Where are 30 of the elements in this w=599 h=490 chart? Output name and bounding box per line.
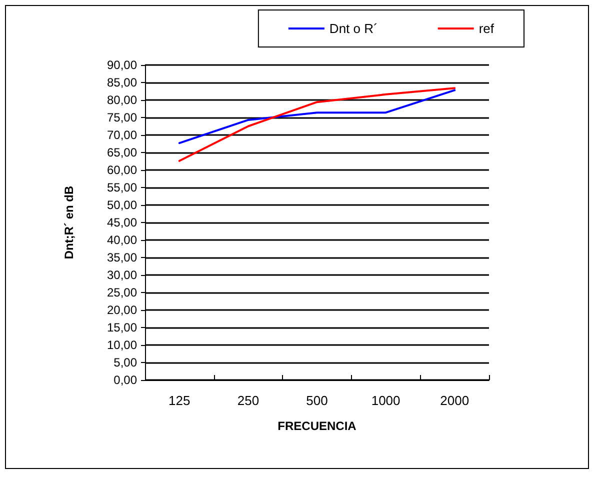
y-tick-label: 60,00 xyxy=(106,163,138,177)
y-tick-label: 20,00 xyxy=(106,303,138,317)
y-tick-label: 0,00 xyxy=(114,373,138,387)
y-tick-label: 75,00 xyxy=(106,110,138,124)
x-tick-label: 250 xyxy=(237,393,260,408)
x-tick-label: 125 xyxy=(168,393,190,408)
y-tick-label: 85,00 xyxy=(106,76,138,90)
y-tick-label: 45,00 xyxy=(106,216,138,230)
y-tick-label: 65,00 xyxy=(106,146,138,160)
y-tick-label: 25,00 xyxy=(106,286,138,300)
y-tick-label: 50,00 xyxy=(106,198,138,212)
y-tick-label: 90,00 xyxy=(106,58,138,72)
x-tick-label: 2000 xyxy=(440,393,470,408)
y-tick-label: 40,00 xyxy=(106,233,138,247)
y-tick-label: 70,00 xyxy=(106,128,138,142)
legend-label: ref xyxy=(478,21,494,36)
y-tick-label: 10,00 xyxy=(106,338,138,352)
y-tick-label: 35,00 xyxy=(106,250,138,264)
line-series xyxy=(178,89,456,144)
x-axis-title: FRECUENCIA xyxy=(278,419,357,433)
y-tick-label: 5,00 xyxy=(114,356,138,370)
y-tick-label: 30,00 xyxy=(106,268,138,282)
line-series xyxy=(178,87,456,162)
y-tick-label: 80,00 xyxy=(106,93,138,107)
y-tick-label: 55,00 xyxy=(106,180,138,194)
x-tick-label: 500 xyxy=(306,393,328,408)
y-tick-label: 15,00 xyxy=(106,320,138,334)
legend-label: Dnt o R´ xyxy=(329,21,378,36)
x-tick-label: 1000 xyxy=(371,393,400,408)
y-axis-title: Dnt;R´ en dB xyxy=(62,186,76,260)
